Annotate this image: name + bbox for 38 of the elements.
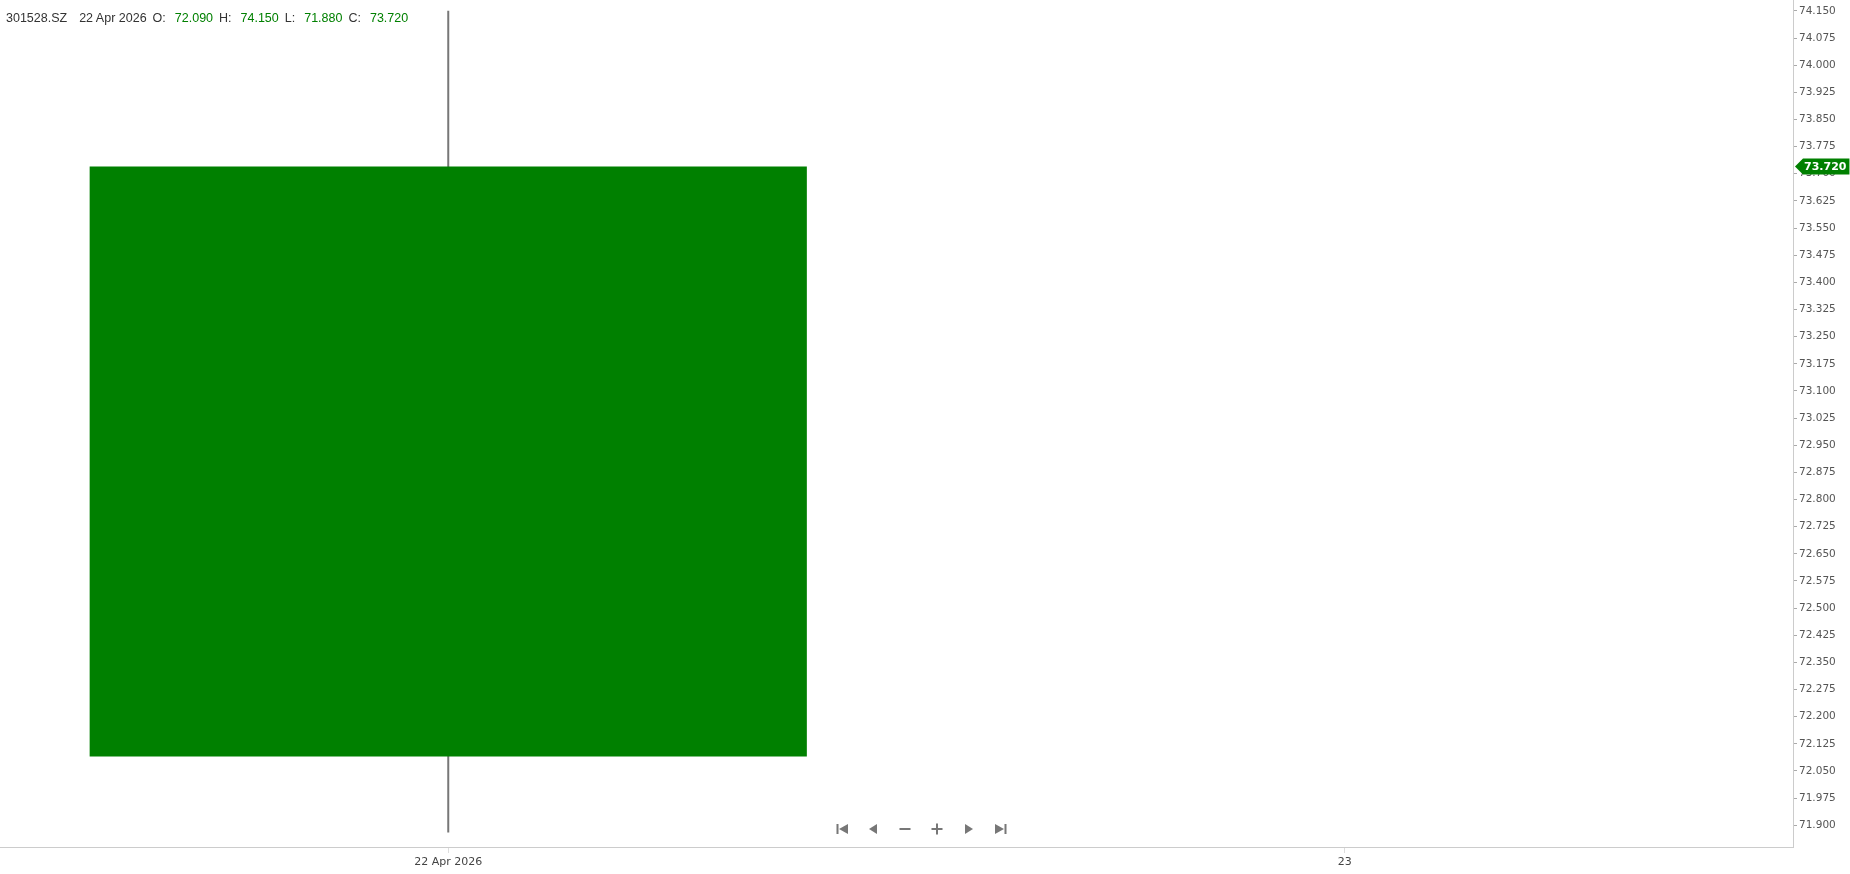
y-tick-label: 73.175 — [1799, 356, 1836, 369]
y-tick-label: 72.725 — [1799, 519, 1836, 532]
y-tick-label: 72.275 — [1799, 682, 1836, 695]
y-tick-label: 72.125 — [1799, 736, 1836, 749]
x-tick-label: 23 — [1337, 855, 1352, 869]
annotation: C: 73.720 — [348, 11, 409, 25]
y-tick-label: 72.575 — [1799, 573, 1836, 586]
y-tick-label: 73.025 — [1799, 410, 1836, 423]
y-tick-label: 72.875 — [1799, 465, 1836, 478]
y-tick-label: 72.800 — [1799, 492, 1836, 505]
y-tick-label: 72.950 — [1799, 437, 1836, 450]
y-tick-label: 74.150 — [1799, 3, 1836, 16]
y-tick-label: 73.400 — [1799, 275, 1836, 288]
annotation: H: 74.150 — [219, 11, 279, 25]
annotation: O: 72.090 — [152, 11, 214, 25]
y-tick-label: 72.650 — [1799, 546, 1836, 559]
y-tick-label: 73.550 — [1799, 220, 1836, 233]
y-tick-label: 73.625 — [1799, 193, 1836, 206]
y-tick-label: 73.475 — [1799, 247, 1836, 260]
y-tick-label: 73.100 — [1799, 383, 1836, 396]
y-tick-label: 73.850 — [1799, 112, 1836, 125]
text: 73.720 — [1804, 159, 1847, 173]
y-tick-label: 74.000 — [1799, 57, 1836, 70]
y-tick-label: 72.350 — [1799, 655, 1836, 668]
y-tick-label: 72.050 — [1799, 763, 1836, 776]
annotation: L: 71.880 — [284, 11, 343, 25]
y-tick-label: 72.500 — [1799, 600, 1836, 613]
text: 301528.SZ — [6, 11, 68, 25]
y-tick-label: 73.775 — [1799, 139, 1836, 152]
text: 22 Apr 2026 — [79, 11, 147, 25]
y-tick-label: 74.075 — [1799, 30, 1836, 43]
y-tick-label: 71.900 — [1799, 818, 1836, 831]
y-tick-label: 73.925 — [1799, 85, 1836, 98]
y-tick-label: 71.975 — [1799, 790, 1836, 803]
y-tick-label: 72.200 — [1799, 709, 1836, 722]
y-tick-label: 73.325 — [1799, 302, 1836, 315]
y-tick-label: 73.250 — [1799, 329, 1836, 342]
y-tick-label: 72.425 — [1799, 627, 1836, 640]
